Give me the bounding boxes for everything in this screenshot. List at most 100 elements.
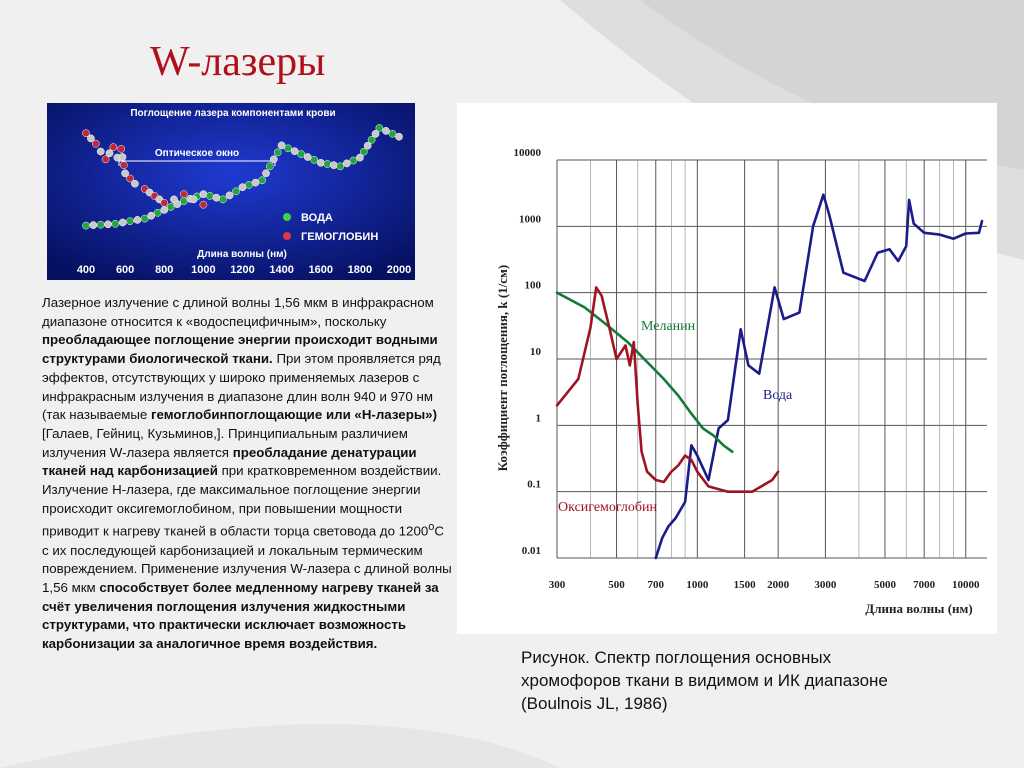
spectrum-x-tick-label: 1000	[686, 579, 709, 591]
water-bead	[342, 159, 351, 168]
water-bead	[251, 178, 260, 187]
figure-caption: Рисунок. Спектр поглощения основных хром…	[521, 648, 888, 713]
hemoglobin-bead	[119, 161, 128, 170]
hemoglobin-bead	[160, 199, 169, 207]
spectrum-x-tick-label: 500	[608, 579, 625, 591]
water-bead	[232, 187, 240, 196]
water-bead	[199, 190, 208, 199]
text-bold-5: способствует более медленному нагреву тк…	[42, 579, 439, 652]
blood-x-tick-label: 1000	[191, 264, 215, 276]
water-bead	[225, 191, 234, 200]
hemoglobin-bead	[199, 200, 208, 209]
spectrum-x-tick-label: 2000	[767, 579, 790, 591]
text-bold-1: преобладающее поглощение энергии происхо…	[42, 332, 438, 367]
text-part-2: При этом проявляется ряд эффектов, отсут…	[42, 351, 441, 423]
water-bead	[359, 147, 368, 156]
water-bead	[363, 141, 372, 150]
blood-x-tick-label: 1400	[269, 264, 293, 276]
water-bead	[371, 130, 380, 138]
spectrum-grid	[556, 159, 987, 559]
series-label-oxyhemoglobin: Оксигемоглобин	[558, 500, 658, 515]
optical-window-label: Оптическое окно	[155, 148, 239, 159]
spectrum-y-tick-label: 10	[530, 346, 542, 358]
water-bead	[262, 169, 270, 178]
water-bead	[219, 195, 227, 204]
water-bead	[277, 141, 286, 150]
hemoglobin-bead	[117, 145, 126, 153]
water-bead	[104, 220, 112, 229]
spectrum-y-tick-label: 1000	[519, 213, 542, 225]
water-bead	[166, 203, 175, 211]
spectrum-x-tick-label: 700	[648, 579, 665, 591]
blood-chart-title: Поглощение лазера компонентами крови	[130, 108, 335, 119]
blood-x-tick-label: 1800	[348, 264, 372, 276]
water-bead	[310, 156, 319, 164]
spectrum-series	[555, 193, 984, 560]
hemoglobin-bead	[179, 190, 188, 199]
water-bead	[212, 193, 221, 202]
spectrum-x-tick-label: 1500	[734, 579, 757, 591]
water-bead	[238, 183, 247, 192]
blood-x-tick-label: 1600	[309, 264, 333, 276]
spectrum-y-tick-label: 1	[536, 412, 542, 424]
water-bead	[179, 197, 188, 206]
hemoglobin-bead	[101, 155, 110, 164]
blood-chart-x-label: Длина волны (нм)	[197, 249, 287, 260]
hemoglobin-bead	[87, 134, 95, 143]
spectrum-x-tick-label: 3000	[814, 579, 837, 591]
melanin-curve	[555, 291, 734, 454]
legend-hemoglobin-label: ГЕМОГЛОБИН	[301, 231, 378, 243]
slide-title: W-лазеры	[150, 39, 326, 85]
water-bead	[382, 127, 390, 135]
description-text: Лазерное излучение с длиной волны 1,56 м…	[42, 294, 454, 654]
water-bead	[367, 135, 376, 144]
water-bead	[245, 181, 253, 189]
legend-water-marker	[283, 213, 291, 221]
legend-hemoglobin-marker	[283, 232, 291, 240]
hemoglobin-bead	[105, 149, 114, 158]
text-bold-3: преобладание денатурации тканей над карб…	[42, 444, 417, 479]
blood-x-tick-label: 1200	[230, 264, 254, 276]
text-part-5: С с их последующей карбонизацией и локал…	[42, 523, 452, 595]
water-bead	[395, 132, 403, 141]
water-bead	[323, 160, 332, 168]
water-bead	[375, 124, 384, 132]
water-bead	[284, 144, 292, 153]
series-label-melanin: Меланин	[641, 319, 696, 334]
water-bead	[336, 162, 345, 171]
hemoglobin-bead	[121, 169, 129, 178]
water-bead	[126, 217, 134, 226]
blood-x-tick-label: 600	[116, 264, 134, 276]
text-bold-2: гемоглобинпоглощающие или «Н-лазеры»)	[151, 407, 437, 423]
water-bead	[388, 129, 397, 138]
water-bead	[89, 221, 98, 229]
water-bead	[133, 216, 142, 224]
water-bead	[96, 220, 105, 229]
water-bead	[82, 221, 90, 230]
text-part-4: при кратковременном воздействии. Излучен…	[42, 463, 442, 539]
blood-chart-series	[82, 124, 403, 230]
oxyhemoglobin-curve	[555, 286, 780, 494]
water-bead	[153, 208, 162, 217]
spectrum-x-tick-label: 5000	[874, 579, 897, 591]
blood-x-tick-label: 400	[77, 264, 95, 276]
water-bead	[266, 162, 274, 171]
spectrum-y-tick-label: 10000	[514, 147, 542, 159]
spectrum-x-label: Длина волны (нм)	[865, 601, 972, 616]
water-bead	[303, 153, 312, 161]
water-bead	[118, 218, 127, 227]
water-bead	[160, 206, 169, 214]
hemoglobin-bead	[131, 179, 139, 188]
spectrum-x-tick-label: 300	[549, 579, 566, 591]
water-bead	[290, 147, 299, 156]
water-bead	[349, 156, 358, 165]
spectrum-x-tick-label: 7000	[913, 579, 936, 591]
blood-x-tick-label: 2000	[387, 264, 411, 276]
spectrum-chart-panel: 0.01 0.1 1 10 100 1000 10000 300 500 700 1000 1500…	[457, 103, 997, 634]
text-part-3: [Галаев, Гейниц, Кузьминов,]. Принципиал…	[42, 425, 408, 460]
blood-absorption-chart: Поглощение лазера компонентами крови Опт…	[47, 103, 415, 280]
spectrum-y-label: Коэффициент поглощения, k (1/см)	[495, 265, 510, 472]
blood-x-tick-label: 800	[155, 264, 173, 276]
degree-superscript: о	[428, 521, 435, 534]
spectrum-x-tick-label: 10000	[952, 579, 980, 591]
